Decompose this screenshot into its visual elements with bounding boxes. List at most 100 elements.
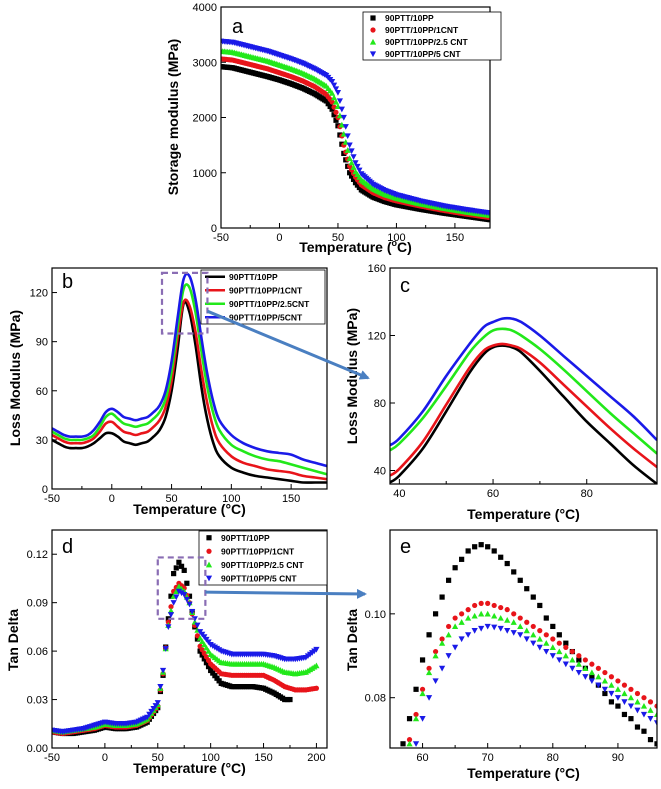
legend-swatch-a-1: [370, 27, 376, 33]
data-point-e-2-0: [406, 740, 413, 747]
data-point-d-3-54: [165, 624, 172, 630]
legend-label-b-0: 90PTT/10PP: [229, 272, 278, 282]
data-point-e-2-16: [510, 619, 517, 625]
data-point-e-0-39: [654, 741, 657, 747]
data-point-e-2-22: [549, 644, 556, 650]
data-point-e-2-29: [595, 673, 602, 680]
series-c-0: [390, 344, 657, 484]
data-point-e-3-2: [425, 695, 433, 701]
x-tick-label-c-2: 80: [581, 488, 593, 500]
series-a-3: [221, 38, 490, 217]
x-tick-label-e-0: 60: [416, 752, 428, 764]
data-point-a-2-70: [338, 121, 345, 128]
legend-label-a-1: 90PTT/10PP/1CNT: [385, 25, 459, 35]
data-point-e-1-6: [446, 623, 452, 630]
y-tick-label-b-0: 0: [42, 484, 48, 496]
y-tick-label-b-1: 30: [36, 435, 48, 447]
legend-label-d-1: 90PTT/10PP/1CNT: [221, 546, 295, 556]
data-point-e-0-19: [524, 586, 530, 592]
data-point-e-3-16: [517, 632, 524, 638]
data-point-d-3-50: [154, 700, 161, 706]
data-point-e-0-33: [615, 703, 621, 709]
data-point-e-0-4: [426, 632, 432, 638]
data-point-e-3-25: [575, 669, 582, 676]
y-tick-label-d-4: 0.12: [27, 549, 48, 561]
x-tick-label-b-4: 150: [282, 493, 300, 505]
y-tick-label-a-4: 4000: [193, 2, 217, 14]
data-point-e-1-34: [628, 686, 634, 692]
series-line-c-2: [390, 327, 657, 455]
x-tick-label-e-3: 90: [612, 752, 624, 764]
panel-d: -50 0 50 100 150 200 0.00 0.03 0.06 0.09 0.12 d Temp…: [5, 529, 328, 776]
panel-letter-d: d: [62, 536, 73, 558]
data-point-d-3-61: [183, 596, 190, 603]
legend-swatch-d-2: [205, 561, 213, 568]
y-axis-label-b: Loss Modulus (MPa): [7, 310, 23, 446]
data-point-d-0-65: [194, 636, 201, 642]
data-point-e-0-16: [504, 560, 510, 567]
y-axis-label-a: Storage modulus (MPa): [165, 39, 181, 195]
series-e-3: [412, 623, 657, 747]
data-point-e-2-8: [458, 619, 465, 625]
data-point-e-2-17: [517, 623, 524, 630]
data-point-e-0-37: [641, 728, 647, 734]
data-point-e-2-1: [412, 715, 420, 722]
data-point-e-1-15: [504, 607, 510, 613]
data-point-d-3-63: [189, 608, 196, 615]
data-point-e-0-1: [406, 716, 413, 722]
series-b-0: [52, 300, 327, 484]
data-point-a-3-75: [348, 148, 355, 155]
data-point-a-1-67: [333, 109, 339, 115]
data-point-e-2-12: [484, 610, 491, 617]
x-axis-label-e: Temperature (°C): [467, 765, 580, 781]
data-point-d-0-57: [173, 565, 179, 571]
data-point-d-0-62: [186, 593, 193, 599]
y-tick-label-b-4: 120: [30, 288, 48, 300]
data-point-e-3-14: [504, 628, 511, 634]
data-point-d-3-57: [173, 594, 180, 601]
data-point-a-2-67: [332, 98, 340, 105]
y-tick-label-c-3: 160: [368, 263, 386, 275]
data-point-e-1-25: [569, 648, 575, 655]
data-point-a-3-68: [334, 90, 342, 96]
series-line-b-2: [52, 283, 327, 476]
legend-label-a-3: 90PTT/10PP/5 CNT: [385, 49, 461, 59]
data-point-e-1-3: [426, 665, 432, 671]
data-point-d-3-65: [194, 622, 201, 629]
data-point-e-2-13: [491, 612, 498, 619]
series-d-3: [52, 588, 320, 735]
x-axis-label-c: Temperature (°C): [467, 506, 580, 522]
data-point-e-3-9: [471, 628, 478, 634]
data-point-e-3-30: [608, 690, 615, 697]
data-point-e-1-28: [589, 661, 595, 667]
series-line-c-3: [390, 316, 657, 447]
data-point-e-2-33: [621, 690, 628, 697]
data-point-a-3-76: [350, 154, 357, 161]
data-point-e-1-18: [524, 619, 530, 625]
data-point-a-0-63: [325, 101, 331, 107]
x-tick-label-d-5: 200: [307, 752, 325, 764]
series-line-b-0: [52, 300, 327, 484]
panel-b-data: [52, 272, 327, 484]
legend-swatch-a-3: [369, 51, 377, 58]
data-point-a-2-73: [344, 147, 351, 153]
plot-frame-c: [389, 267, 658, 485]
data-point-e-2-15: [504, 617, 511, 623]
x-tick-label-d-4: 150: [254, 752, 272, 764]
data-point-e-1-35: [634, 690, 641, 697]
data-point-d-3-55: [167, 612, 175, 618]
x-tick-label-e-1: 70: [482, 752, 494, 764]
data-point-a-3-67: [332, 86, 340, 93]
data-point-e-3-26: [582, 674, 589, 680]
data-point-e-2-20: [536, 635, 543, 642]
data-point-e-1-29: [595, 665, 601, 671]
data-point-a-3-78: [354, 163, 361, 170]
data-point-a-3-153: [486, 210, 490, 217]
data-point-e-3-13: [497, 625, 504, 632]
data-point-e-1-7: [452, 615, 458, 621]
zoom-arrow-d-to-e: [205, 588, 367, 599]
data-point-e-0-7: [446, 577, 452, 583]
data-point-a-3-70: [338, 106, 345, 113]
x-tick-label-b-2: 50: [165, 493, 177, 505]
